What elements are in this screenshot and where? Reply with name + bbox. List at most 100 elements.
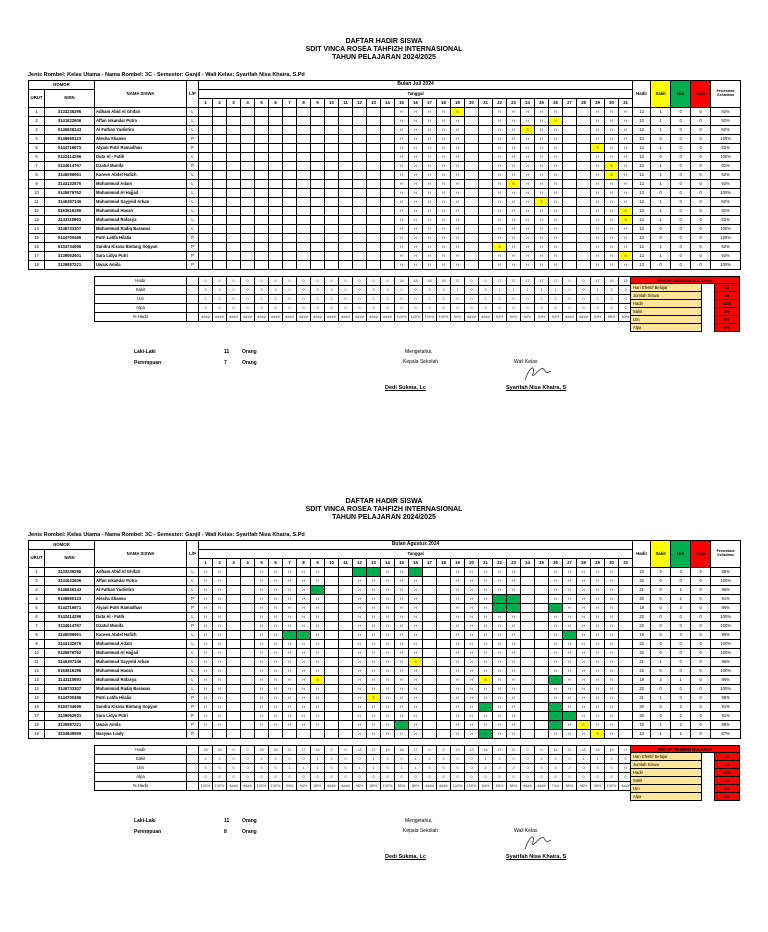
- attendance-cell: [352, 170, 368, 180]
- summary-value-cell: 1: [408, 754, 423, 764]
- col-header-sakit: Sakit: [650, 540, 672, 568]
- summary-value-cell: 0: [212, 285, 227, 295]
- summary-value-cell: 0: [324, 745, 339, 755]
- attendance-cell: [436, 639, 452, 649]
- izin-count-cell: 0: [670, 251, 692, 261]
- summary-value-cell: 0: [450, 763, 465, 773]
- attendance-cell: H: [604, 639, 620, 649]
- day-number: 22: [492, 558, 508, 568]
- attendance-cell: H: [590, 188, 606, 198]
- alpa-count-cell: 0: [690, 170, 712, 180]
- attendance-cell: [338, 612, 354, 622]
- summary-value-cell: 0: [212, 294, 227, 304]
- summary-value-cell: 0: [492, 294, 507, 304]
- attendance-cell: H: [450, 720, 466, 730]
- attendance-cell: [338, 639, 354, 649]
- sakit-count-cell: 0: [650, 567, 672, 577]
- summary-value-cell: 18: [394, 745, 409, 755]
- attendance-cell: H: [618, 116, 634, 126]
- attendance-cell: [240, 675, 256, 685]
- attendance-cell: [562, 134, 578, 144]
- lp-cell: L: [186, 116, 200, 126]
- attendance-cell: H: [366, 612, 382, 622]
- day-number: 30: [604, 98, 620, 108]
- col-header-hadir: Hadir: [632, 80, 652, 108]
- attendance-cell: [240, 612, 256, 622]
- attendance-cell: H: [548, 143, 564, 153]
- summary-row: Alpa 0 0 0 0 0 0 0 0 0 0 0 0 0 0 0 0 0 0 0 0 0 0 0 0 0 0 0 0 0 0 0: [94, 303, 633, 313]
- attendance-cell: H: [478, 585, 494, 595]
- summary-value-cell: ####: [520, 781, 535, 791]
- attendance-cell: I: [506, 603, 522, 613]
- attendance-cell: H: [436, 143, 452, 153]
- attendance-cell: [310, 161, 326, 171]
- attendance-cell: H: [604, 648, 620, 658]
- attendance-cell: H: [520, 242, 536, 252]
- summary-value-cell: 0: [324, 285, 339, 295]
- summary-value-cell: 0: [436, 303, 451, 313]
- attendance-cell: I: [478, 702, 494, 712]
- izin-count-cell: 2: [670, 711, 692, 721]
- sakit-count-cell: 0: [650, 260, 672, 270]
- attendance-cell: H: [268, 639, 284, 649]
- attendance-cell: [422, 639, 438, 649]
- laki-orang-label: Orang: [242, 818, 257, 824]
- summary-value-cell: ####: [254, 312, 269, 322]
- attendance-cell: H: [394, 612, 410, 622]
- summary-value-cell: 0: [422, 772, 437, 782]
- summary-value-cell: 0: [492, 772, 507, 782]
- day-number: 28: [576, 98, 592, 108]
- attendance-cell: [324, 603, 340, 613]
- izin-count-cell: 0: [670, 143, 692, 153]
- attendance-cell: H: [380, 585, 396, 595]
- attendance-cell: H: [212, 711, 228, 721]
- summary-value-cell: 94%: [506, 312, 521, 322]
- attendance-cell: H: [478, 684, 494, 694]
- nisn-cell: 0142414296: [43, 612, 96, 622]
- attendance-cell: H: [590, 648, 606, 658]
- rekap-spacer: [702, 792, 714, 801]
- attendance-cell: [338, 206, 354, 216]
- nisn-cell: 3145096961: [43, 630, 96, 640]
- pct-cell: 92%: [710, 125, 742, 135]
- attendance-cell: H: [394, 206, 410, 216]
- attendance-cell: [338, 107, 354, 117]
- attendance-cell: H: [254, 657, 270, 667]
- attendance-cell: H: [576, 648, 592, 658]
- perempuan-orang-label: Orang: [242, 829, 257, 835]
- day-number: 1: [198, 98, 214, 108]
- attendance-cell: H: [604, 152, 620, 162]
- attendance-cell: H: [408, 693, 424, 703]
- summary-value-cell: 0: [520, 754, 535, 764]
- summary-value-cell: 1: [366, 754, 381, 764]
- summary-value-cell: 0: [394, 294, 409, 304]
- summary-value-cell: 18: [408, 276, 423, 286]
- attendance-cell: H: [618, 152, 634, 162]
- summary-value-cell: 0: [408, 294, 423, 304]
- attendance-cell: [212, 170, 228, 180]
- kepala-sekolah-label: Kepala Sekolah: [403, 828, 439, 834]
- attendance-cell: H: [422, 260, 438, 270]
- attendance-cell: H: [492, 170, 508, 180]
- attendance-cell: [254, 260, 270, 270]
- attendance-cell: [324, 720, 340, 730]
- attendance-cell: [534, 639, 550, 649]
- attendance-cell: H: [464, 720, 480, 730]
- sakit-count-cell: 0: [650, 666, 672, 676]
- sakit-count-cell: 0: [650, 188, 672, 198]
- pct-cell: 92%: [710, 251, 742, 261]
- attendance-cell: H: [408, 116, 424, 126]
- attendance-cell: H: [604, 224, 620, 234]
- nisn-cell: 3139987221: [43, 720, 96, 730]
- attendance-cell: [576, 134, 592, 144]
- attendance-cell: H: [450, 630, 466, 640]
- pct-cell: 92%: [710, 143, 742, 153]
- attendance-cell: [534, 585, 550, 595]
- attendance-cell: H: [478, 648, 494, 658]
- attendance-cell: [226, 197, 242, 207]
- attendance-cell: H: [408, 251, 424, 261]
- attendance-cell: [436, 594, 452, 604]
- nisn-cell: 3234849559: [43, 729, 96, 739]
- attendance-cell: [310, 125, 326, 135]
- summary-value-cell: 0: [282, 294, 297, 304]
